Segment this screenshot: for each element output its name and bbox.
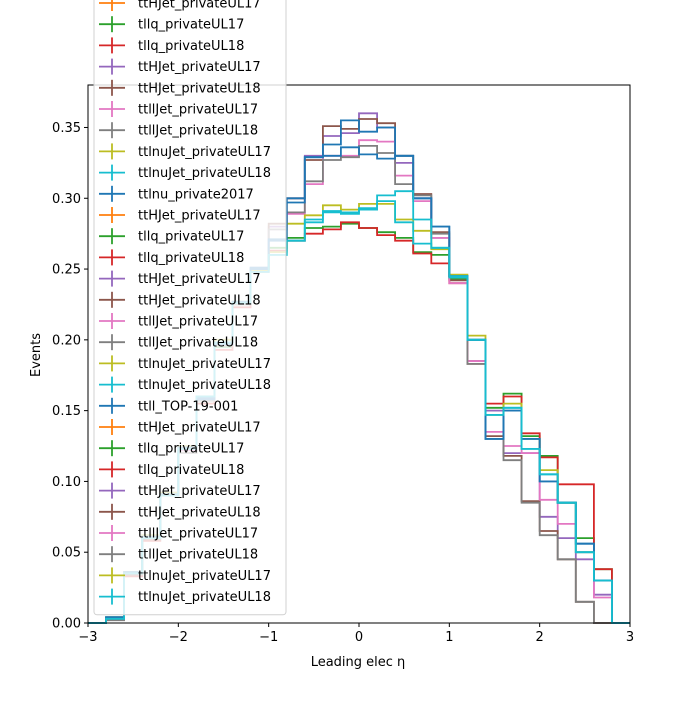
x-tick-label: −3: [78, 630, 97, 645]
legend-label: tllq_privateUL17: [138, 18, 244, 33]
x-tick-label: 0: [355, 630, 363, 645]
legend-label: ttHJet_privateUL17: [138, 209, 261, 224]
legend-label: ttllJet_privateUL18: [138, 124, 258, 139]
y-tick-label: 0.20: [52, 333, 81, 348]
legend-label: ttHJet_privateUL17: [138, 484, 261, 499]
legend-label: tllq_privateUL18: [138, 39, 244, 54]
legend-label: tllq_privateUL17: [138, 442, 244, 457]
legend-box: [93, 0, 287, 616]
legend: ttHJet_privateUL17 tllq_privateUL17 tllq_p…: [93, 0, 287, 616]
legend-label: ttlnuJet_privateUL17: [138, 145, 271, 160]
x-tick-label: 2: [536, 630, 544, 645]
legend-label: ttlnuJet_privateUL18: [138, 378, 271, 393]
x-axis-label: Leading elec η: [311, 655, 406, 670]
legend-label: ttHJet_privateUL18: [138, 293, 261, 308]
legend-label: ttHJet_privateUL17: [138, 60, 261, 75]
y-tick-label: 0.35: [52, 121, 81, 136]
legend-label: ttHJet_privateUL17: [138, 0, 261, 12]
legend-label: ttlnu_private2017: [138, 187, 254, 202]
legend-label: ttlnuJet_privateUL17: [138, 569, 271, 584]
legend-label: ttlnuJet_privateUL17: [138, 357, 271, 372]
legend-label: ttllJet_privateUL18: [138, 548, 258, 563]
legend-label: ttllJet_privateUL17: [138, 103, 258, 118]
legend-label: ttllJet_privateUL18: [138, 336, 258, 351]
legend-label: ttlnuJet_privateUL18: [138, 166, 271, 181]
legend-label: ttllJet_privateUL17: [138, 315, 258, 330]
x-tick-label: 1: [445, 630, 453, 645]
legend-label: ttll_TOP-19-001: [138, 399, 238, 414]
legend-label: ttHJet_privateUL18: [138, 81, 261, 96]
legend-label: tllq_privateUL18: [138, 251, 244, 266]
y-tick-label: 0.05: [52, 546, 81, 561]
y-tick-label: 0.15: [52, 404, 81, 419]
legend-label: ttHJet_privateUL17: [138, 421, 261, 436]
legend-label: tllq_privateUL18: [138, 463, 244, 478]
y-axis-label: Events: [29, 333, 44, 377]
x-tick-label: −1: [259, 630, 278, 645]
legend-label: tllq_privateUL17: [138, 230, 244, 245]
x-tick-label: −2: [169, 630, 188, 645]
legend-label: ttHJet_privateUL17: [138, 272, 261, 287]
legend-label: ttllJet_privateUL17: [138, 527, 258, 542]
y-tick-label: 0.30: [52, 192, 81, 207]
y-tick-label: 0.00: [52, 617, 81, 632]
legend-label: ttHJet_privateUL18: [138, 505, 261, 520]
y-tick-label: 0.10: [52, 475, 81, 490]
axes-layer: −3 −2 −1 0 1 2 3 0.00 0.05 0.10 0.15 0.20 0.25 0.30 0.…: [52, 84, 634, 645]
y-tick-label: 0.25: [52, 263, 81, 278]
x-tick-label: 3: [626, 630, 634, 645]
legend-label: ttlnuJet_privateUL18: [138, 590, 271, 605]
